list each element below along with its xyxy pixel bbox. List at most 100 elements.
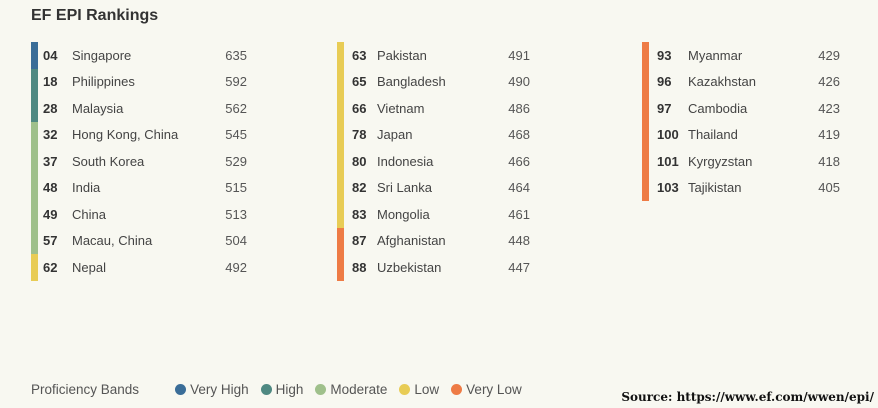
legend-label: Very High xyxy=(190,382,249,397)
band-bar xyxy=(337,95,344,122)
rank-label: 100 xyxy=(657,127,679,143)
score-label: 529 xyxy=(225,153,247,169)
band-bar xyxy=(642,148,649,175)
rank-label: 87 xyxy=(352,233,367,249)
legend-dot-icon xyxy=(260,384,272,395)
band-bar xyxy=(642,42,649,69)
rank-label: 83 xyxy=(352,206,367,222)
legend-item: Low xyxy=(399,382,439,397)
score-label: 592 xyxy=(225,74,247,90)
score-label: 418 xyxy=(818,153,840,169)
band-bar xyxy=(31,68,38,95)
band-bar xyxy=(31,174,38,201)
band-bar xyxy=(337,227,344,254)
chart-title: EF EPI Rankings xyxy=(31,7,159,24)
rank-label: 97 xyxy=(657,100,672,116)
legend-title: Proficiency Bands xyxy=(31,382,140,397)
rank-label: 101 xyxy=(657,153,679,169)
country-label: Bangladesh xyxy=(377,74,446,90)
band-bar xyxy=(31,121,38,148)
rank-label: 32 xyxy=(43,127,58,143)
band-bar xyxy=(31,201,38,228)
country-label: Philippines xyxy=(72,74,135,90)
score-label: 466 xyxy=(508,153,530,169)
score-label: 464 xyxy=(508,180,530,196)
rank-label: 57 xyxy=(43,233,58,249)
rank-label: 49 xyxy=(43,206,58,222)
score-label: 504 xyxy=(225,233,247,249)
score-label: 490 xyxy=(508,74,530,90)
band-bar xyxy=(642,174,649,201)
band-bar xyxy=(337,201,344,228)
country-label: Kazakhstan xyxy=(688,74,756,90)
rank-label: 04 xyxy=(43,47,58,63)
band-bar xyxy=(31,254,38,281)
score-label: 423 xyxy=(818,100,840,116)
source-note: Source: https://www.ef.com/wwen/epi/ xyxy=(621,390,874,404)
score-label: 419 xyxy=(818,127,840,143)
legend-label: Low xyxy=(414,382,440,397)
band-bar xyxy=(337,254,344,281)
score-label: 492 xyxy=(225,259,247,275)
score-label: 468 xyxy=(508,127,530,143)
country-label: Vietnam xyxy=(377,100,425,116)
legend-dot-icon xyxy=(315,384,327,395)
rank-label: 37 xyxy=(43,153,58,169)
country-label: Myanmar xyxy=(688,47,743,63)
country-label: Tajikistan xyxy=(688,180,742,196)
rank-label: 66 xyxy=(352,100,367,116)
country-label: South Korea xyxy=(72,153,145,169)
score-label: 429 xyxy=(818,47,840,63)
rank-label: 88 xyxy=(352,259,367,275)
score-label: 491 xyxy=(508,47,530,63)
legend-item: Moderate xyxy=(315,382,387,397)
country-label: Singapore xyxy=(72,47,132,63)
legend-dot-icon xyxy=(399,384,411,395)
rank-label: 103 xyxy=(657,180,679,196)
rank-label: 62 xyxy=(43,259,58,275)
score-label: 448 xyxy=(508,233,530,249)
legend-item: Very High xyxy=(175,382,249,397)
country-label: Japan xyxy=(377,127,413,143)
country-label: Sri Lanka xyxy=(377,180,432,196)
country-label: Nepal xyxy=(72,259,106,275)
rank-label: 65 xyxy=(352,74,367,90)
legend-item: Very Low xyxy=(451,382,522,397)
band-bar xyxy=(337,148,344,175)
rank-label: 93 xyxy=(657,47,672,63)
score-label: 447 xyxy=(508,259,530,275)
band-bar xyxy=(337,68,344,95)
band-bar xyxy=(642,121,649,148)
band-bar xyxy=(31,95,38,122)
country-label: China xyxy=(72,206,106,222)
band-bar xyxy=(31,148,38,175)
country-label: Hong Kong, China xyxy=(72,127,179,143)
score-label: 461 xyxy=(508,206,530,222)
country-label: Indonesia xyxy=(377,153,434,169)
score-label: 635 xyxy=(225,47,247,63)
legend: Proficiency Bands Very High High Moderate L… xyxy=(31,382,534,397)
country-label: Kyrgyzstan xyxy=(688,153,753,169)
country-label: Afghanistan xyxy=(377,233,446,249)
legend-label: Very Low xyxy=(466,382,522,397)
score-label: 545 xyxy=(225,127,247,143)
rank-label: 82 xyxy=(352,180,367,196)
country-label: Macau, China xyxy=(72,233,153,249)
country-label: India xyxy=(72,180,101,196)
country-label: Uzbekistan xyxy=(377,259,442,275)
rank-label: 28 xyxy=(43,100,58,116)
country-label: Malaysia xyxy=(72,100,124,116)
band-bar xyxy=(337,42,344,69)
country-label: Thailand xyxy=(688,127,738,143)
score-label: 486 xyxy=(508,100,530,116)
rank-label: 48 xyxy=(43,180,58,196)
legend-item: High xyxy=(260,382,303,397)
legend-dot-icon xyxy=(451,384,463,395)
country-label: Mongolia xyxy=(377,206,430,222)
band-bar xyxy=(337,174,344,201)
rank-label: 96 xyxy=(657,74,672,90)
band-bar xyxy=(31,227,38,254)
score-label: 426 xyxy=(818,74,840,90)
score-label: 405 xyxy=(818,180,840,196)
band-bar xyxy=(642,95,649,122)
